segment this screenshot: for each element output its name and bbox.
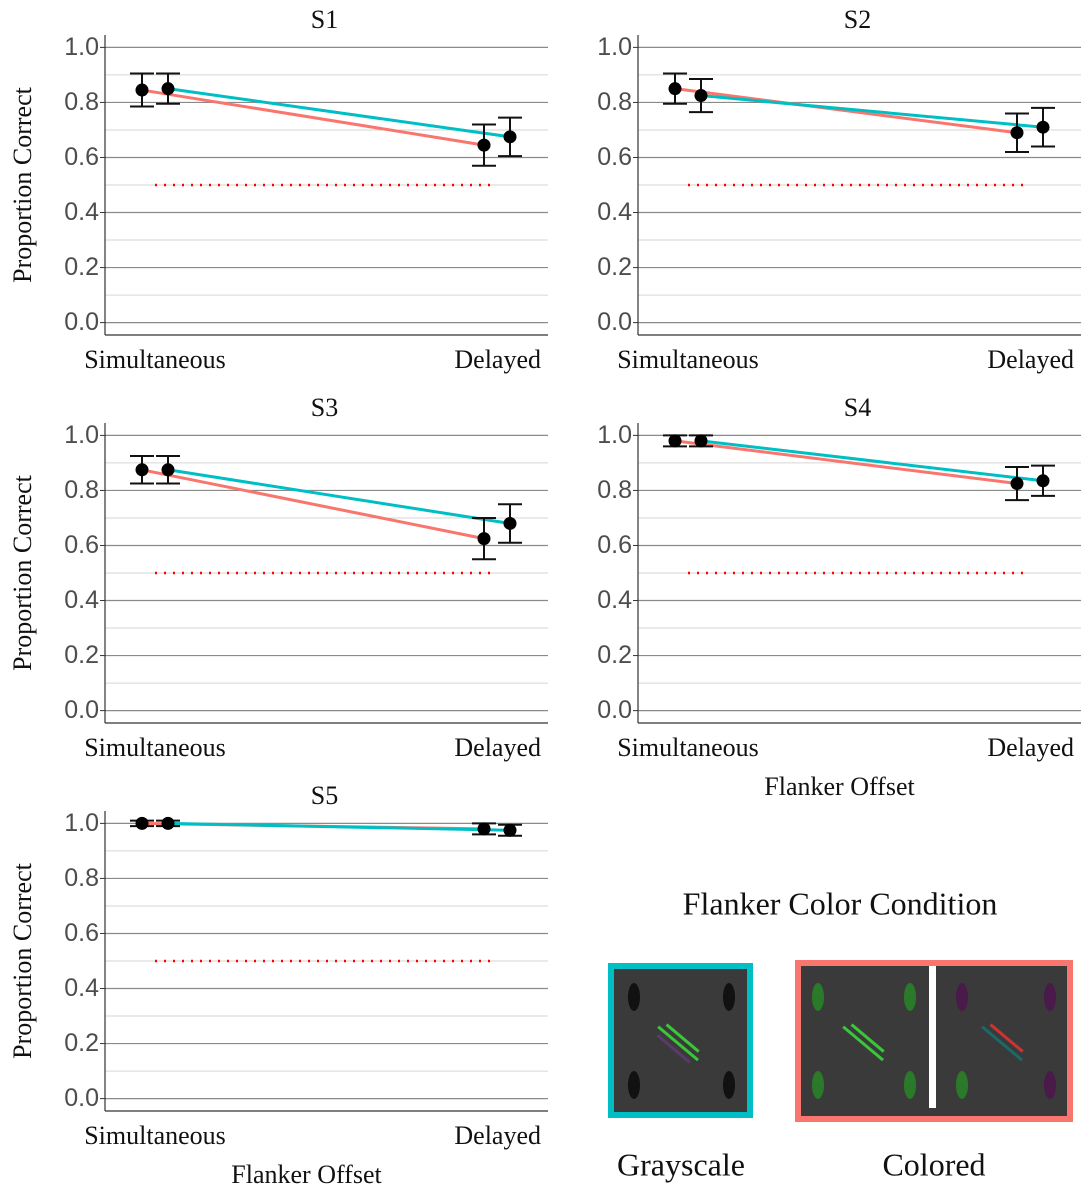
chart-title: S3: [311, 393, 338, 422]
y-tick-label: 0.6: [597, 143, 632, 171]
y-tick-label: 1.0: [64, 809, 99, 837]
y-tick-label: 0.0: [64, 696, 99, 724]
point: [161, 463, 175, 477]
legend-label: Grayscale: [617, 1146, 745, 1182]
x-axis-label: Flanker Offset: [231, 1160, 382, 1189]
point: [1036, 120, 1050, 134]
legend-title: Flanker Color Condition: [683, 885, 998, 921]
y-axis-label: Proportion Correct: [8, 862, 37, 1058]
series-line: [167, 468, 511, 525]
point: [503, 823, 517, 837]
x-tick-label: Delayed: [454, 733, 541, 762]
point: [135, 83, 149, 97]
y-axis-label: Proportion Correct: [8, 474, 37, 670]
point: [1036, 474, 1050, 488]
series-line: [674, 439, 1018, 486]
y-tick-label: 0.2: [597, 641, 632, 669]
y-tick-label: 0.4: [597, 586, 632, 614]
point: [135, 816, 149, 830]
point: [477, 822, 491, 836]
chart-title: S5: [311, 781, 338, 810]
legend-label: Colored: [882, 1146, 985, 1182]
x-tick-label: Delayed: [987, 733, 1074, 762]
y-axis-label: Proportion Correct: [8, 86, 37, 282]
point: [503, 516, 517, 530]
point: [135, 463, 149, 477]
series-line: [167, 87, 511, 139]
y-tick-label: 0.2: [597, 253, 632, 281]
chart-title: S2: [844, 5, 871, 34]
y-tick-label: 0.0: [64, 1084, 99, 1112]
y-tick-label: 0.6: [64, 143, 99, 171]
y-tick-label: 0.0: [597, 696, 632, 724]
point: [694, 89, 708, 103]
point: [161, 816, 175, 830]
y-tick-label: 0.8: [64, 476, 99, 504]
x-axis-label: Flanker Offset: [764, 772, 915, 801]
series-line: [141, 88, 485, 147]
y-tick-label: 0.0: [597, 308, 632, 336]
y-tick-label: 0.6: [64, 531, 99, 559]
y-tick-label: 0.2: [64, 641, 99, 669]
x-tick-label: Delayed: [987, 345, 1074, 374]
point: [668, 82, 682, 96]
legend-grayscale-image: [608, 963, 753, 1118]
legend-colored-image: [795, 960, 1073, 1122]
y-tick-label: 0.2: [64, 1029, 99, 1057]
point: [477, 532, 491, 546]
y-tick-label: 0.6: [64, 919, 99, 947]
point: [694, 434, 708, 448]
y-tick-label: 1.0: [64, 421, 99, 449]
point: [1010, 126, 1024, 140]
point: [161, 82, 175, 96]
x-tick-label: Simultaneous: [84, 345, 226, 374]
y-tick-label: 0.8: [597, 88, 632, 116]
point: [1010, 477, 1024, 491]
y-tick-label: 0.4: [64, 198, 99, 226]
point: [503, 130, 517, 144]
y-tick-label: 0.0: [64, 308, 99, 336]
x-tick-label: Simultaneous: [617, 345, 759, 374]
point: [477, 138, 491, 152]
y-tick-label: 0.8: [64, 88, 99, 116]
y-tick-label: 0.2: [64, 253, 99, 281]
x-tick-label: Simultaneous: [84, 733, 226, 762]
y-tick-label: 0.8: [64, 864, 99, 892]
y-tick-label: 0.8: [597, 476, 632, 504]
y-tick-label: 0.4: [64, 974, 99, 1002]
series-line: [700, 439, 1044, 483]
x-tick-label: Simultaneous: [84, 1121, 226, 1150]
series-line: [141, 468, 485, 541]
y-tick-label: 0.4: [597, 198, 632, 226]
point: [668, 434, 682, 448]
y-tick-label: 1.0: [64, 33, 99, 61]
chart-title: S1: [311, 5, 338, 34]
series-line: [674, 87, 1018, 135]
chart-title: S4: [844, 393, 871, 422]
y-tick-label: 0.4: [64, 586, 99, 614]
x-tick-label: Delayed: [454, 345, 541, 374]
y-tick-label: 0.6: [597, 531, 632, 559]
series-line: [700, 94, 1044, 129]
x-tick-label: Delayed: [454, 1121, 541, 1150]
series-line: [167, 821, 511, 832]
y-tick-label: 1.0: [597, 421, 632, 449]
y-tick-label: 1.0: [597, 33, 632, 61]
x-tick-label: Simultaneous: [617, 733, 759, 762]
